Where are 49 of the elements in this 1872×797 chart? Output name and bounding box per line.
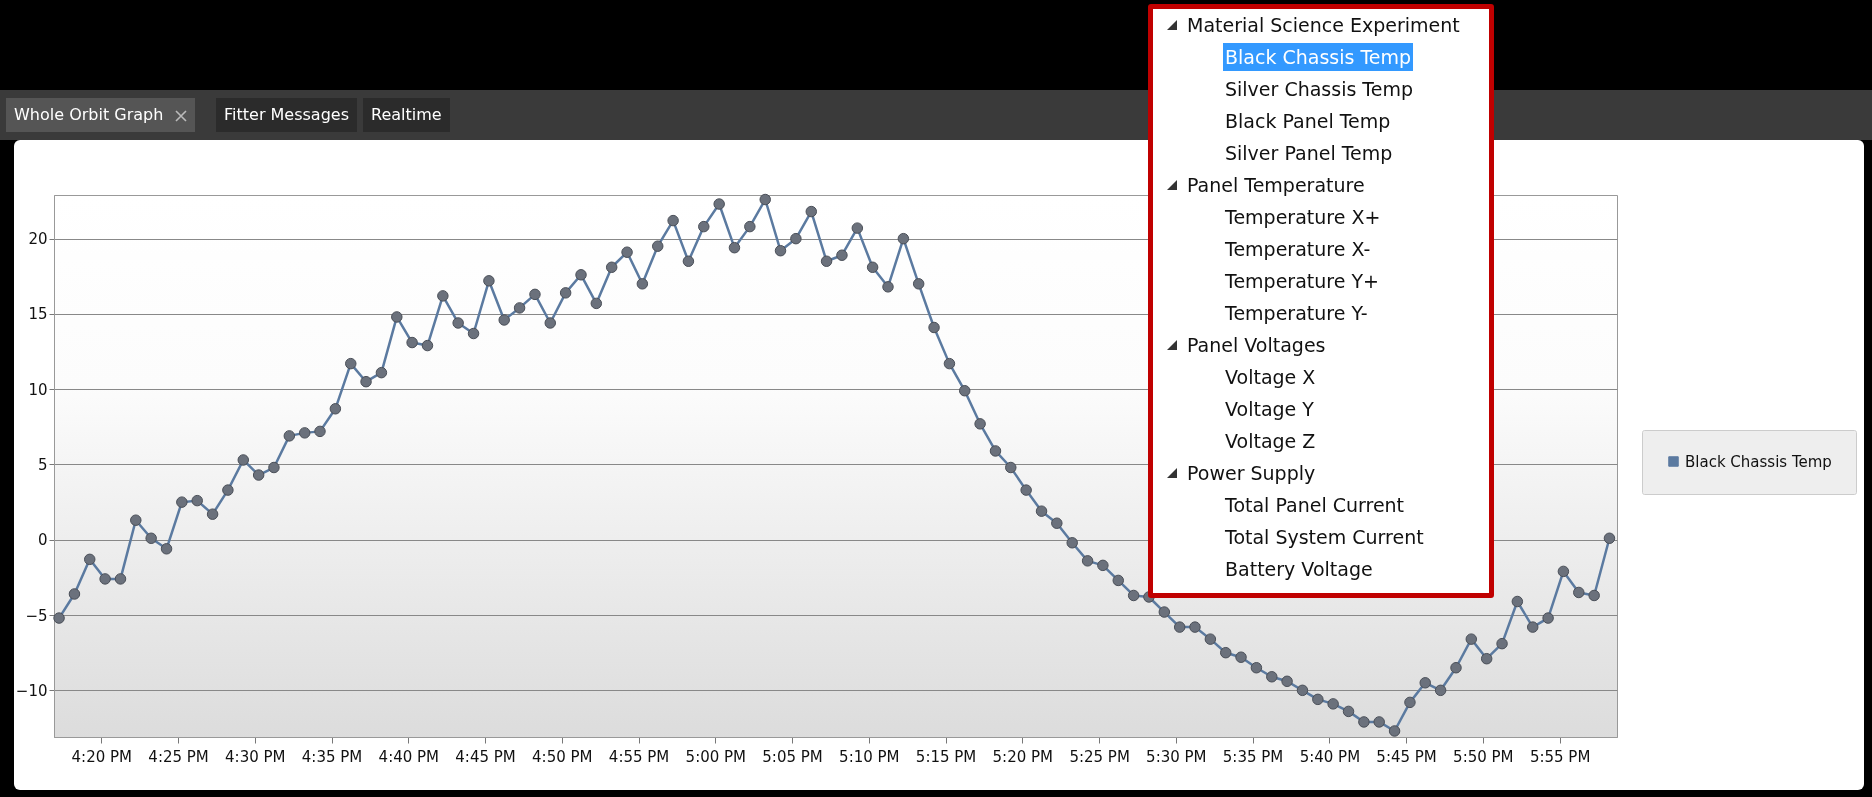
x-tick-label: 5:05 PM (762, 747, 823, 766)
x-tick-label: 5:45 PM (1376, 747, 1437, 766)
y-tick-label: 20 (28, 230, 48, 249)
x-tick-label: 4:50 PM (532, 747, 593, 766)
annotation: Panel Voltages (1186, 333, 1327, 358)
annotation: Total Panel Current (1224, 493, 1406, 518)
annotation: Temperature Y+ (1224, 269, 1380, 294)
text: Silver Chassis Temp (1225, 78, 1414, 100)
x-tick-label: 4:55 PM (608, 747, 670, 766)
x-tick-label: 4:35 PM (301, 747, 363, 766)
y-tick-label: 15 (28, 305, 48, 324)
x-tick-label: 5:30 PM (1146, 747, 1207, 766)
x-tick-label: 5:35 PM (1222, 747, 1284, 766)
x-tick-label: 5:10 PM (839, 747, 900, 766)
x-tick-label: 4:20 PM (71, 747, 132, 766)
x-tick-label: 5:40 PM (1299, 747, 1361, 766)
y-tick-label: −10 (15, 681, 48, 700)
annotation: Panel Temperature (1186, 173, 1366, 198)
text: Realtime (371, 105, 442, 124)
x-tick-label: 5:25 PM (1069, 747, 1130, 766)
annotation: Temperature Y- (1224, 301, 1369, 326)
y-tick-label: −5 (25, 606, 48, 625)
text: Black Chassis Temp (1225, 46, 1412, 68)
text: Fitter Messages (224, 105, 349, 124)
x-tick-label: 5:50 PM (1453, 747, 1514, 766)
text: Silver Panel Temp (1225, 142, 1393, 164)
annotation: Voltage Z (1224, 429, 1317, 454)
text: Black Panel Temp (1225, 110, 1391, 132)
x-tick-label: 4:30 PM (225, 747, 286, 766)
x-tick-label: 5:55 PM (1529, 747, 1591, 766)
annotation: Temperature X+ (1224, 205, 1382, 230)
text: Material Science Experiment (1187, 14, 1460, 36)
y-tick-label: 5 (37, 455, 48, 474)
annotation: Total System Current (1224, 525, 1425, 550)
annotation: Power Supply (1186, 461, 1317, 486)
x-tick-label: 5:00 PM (685, 747, 747, 766)
y-tick-label: 10 (28, 380, 48, 399)
x-tick-label: 5:20 PM (992, 747, 1054, 766)
x-tick-label: 4:25 PM (148, 747, 209, 766)
x-tick-label: 4:40 PM (378, 747, 440, 766)
text: Whole Orbit Graph (14, 105, 164, 124)
annotation: Temperature X- (1224, 237, 1372, 262)
y-tick-label: 0 (37, 531, 48, 550)
annotation: Voltage X (1224, 365, 1317, 390)
x-tick-label: 4:45 PM (455, 747, 516, 766)
annotation: Voltage Y (1224, 397, 1315, 422)
legend-label: Black Chassis Temp (1685, 452, 1832, 471)
annotation: Battery Voltage (1224, 557, 1374, 582)
x-tick-label: 5:15 PM (915, 747, 977, 766)
